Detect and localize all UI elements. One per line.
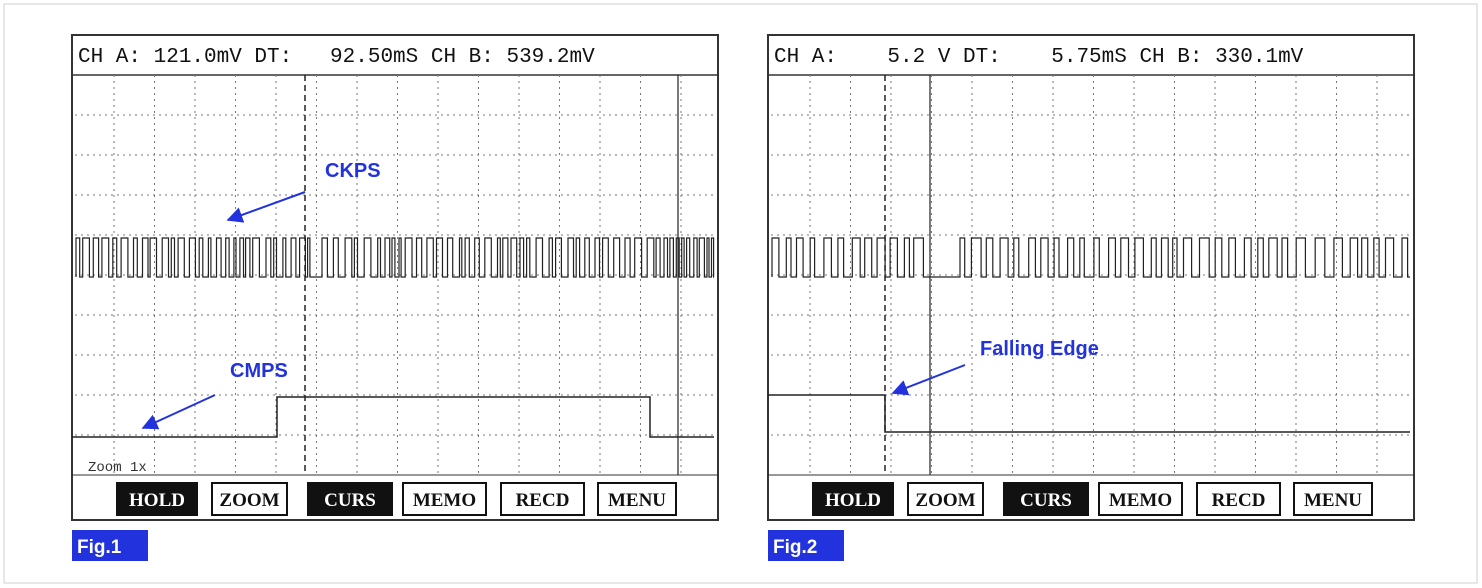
annotation-arrow <box>891 364 966 396</box>
annotation-arrow <box>141 394 216 430</box>
annotation: CKPS <box>325 160 381 182</box>
scope-button <box>402 482 487 516</box>
ckp-waveform <box>75 237 715 278</box>
scope-button <box>500 482 585 516</box>
figure-label: Fig.1 <box>77 537 122 558</box>
scope-button-label: MEMO <box>413 490 476 511</box>
scope-button <box>1196 482 1281 516</box>
scope-button <box>1293 482 1373 516</box>
scope-button <box>812 482 894 516</box>
zoom-label: Zoom 1x <box>88 460 147 476</box>
scope-button <box>211 482 288 516</box>
annotation: CMPS <box>230 360 288 382</box>
scope-button-label: HOLD <box>129 490 185 511</box>
figure-label-box <box>768 530 844 561</box>
scope-button-label: HOLD <box>825 490 881 511</box>
scope-button-label: CURS <box>324 490 376 511</box>
scope-button-label: RECD <box>516 490 570 511</box>
annotation-arrow <box>226 191 306 223</box>
scope-button-label: RECD <box>1212 490 1266 511</box>
scope-button-label: MEMO <box>1109 490 1172 511</box>
ckp-waveform <box>771 237 1410 278</box>
annotation: Falling Edge <box>980 338 1099 360</box>
scope-header: CH A: 5.2 V DT: 5.75mS CH B: 330.1mV <box>774 46 1304 69</box>
scope-button <box>116 482 198 516</box>
scope-button <box>1098 482 1183 516</box>
scope-button-label: MENU <box>608 490 666 511</box>
scope-figure: CH A: 5.2 V DT: 5.75mS CH B: 330.1mV Fall… <box>767 34 1415 561</box>
cmp-waveform <box>768 394 1410 433</box>
scope-button-label: MENU <box>1304 490 1362 511</box>
scope-button <box>597 482 677 516</box>
scope-figure: CH A: 121.0mV DT: 92.50mS CH B: 539.2mV C… <box>71 34 719 561</box>
scope-button <box>1003 482 1089 516</box>
figure-label-box <box>72 530 148 561</box>
scope-button-label: CURS <box>1020 490 1072 511</box>
scope-button-label: ZOOM <box>915 490 975 511</box>
scope-header: CH A: 121.0mV DT: 92.50mS CH B: 539.2mV <box>78 46 595 69</box>
scope-button <box>907 482 984 516</box>
cmp-waveform <box>72 396 714 438</box>
figure-label: Fig.2 <box>773 537 817 558</box>
scope-button-label: ZOOM <box>219 490 279 511</box>
scope-button <box>307 482 393 516</box>
